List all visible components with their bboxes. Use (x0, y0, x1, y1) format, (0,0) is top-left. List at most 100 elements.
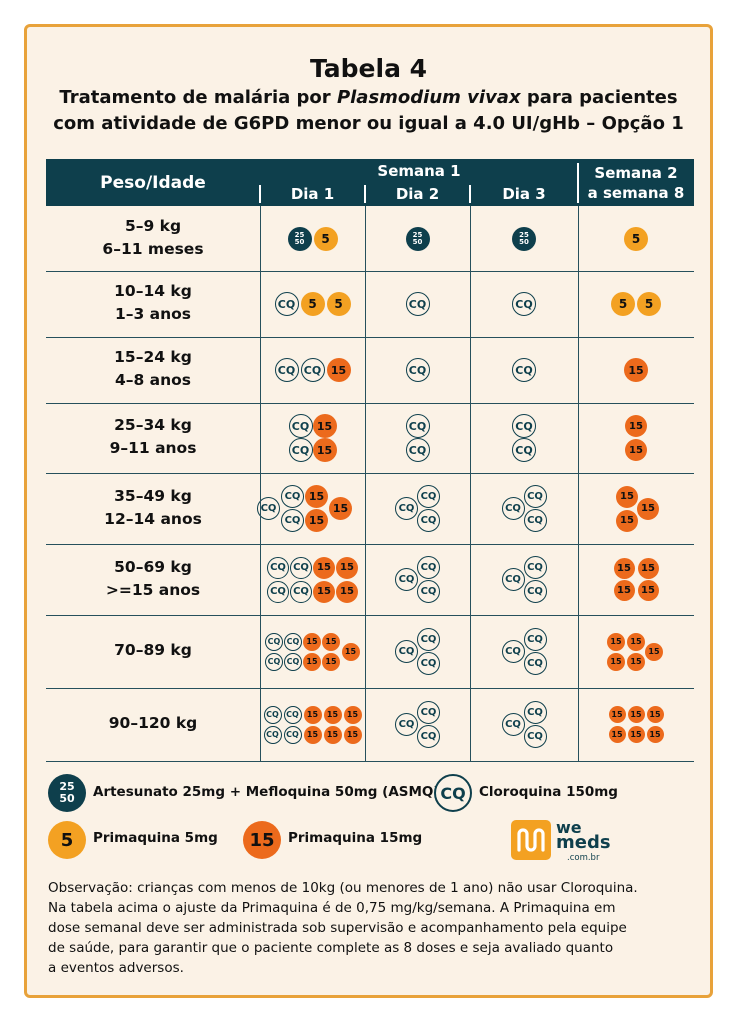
legend-chloroquine-label: Cloroquina 150mg (479, 784, 618, 800)
chloroquine-pill: CQ (267, 580, 289, 603)
primaquine-15-pill: 15 (303, 652, 321, 671)
primaquine-15-pill: 15 (637, 580, 659, 601)
chloroquine-pill: CQ (288, 414, 313, 438)
chloroquine-pill: CQ (512, 414, 536, 438)
primaquine-15-pill: 15 (627, 706, 645, 723)
column-divider (470, 206, 471, 761)
primaquine-5-pill: 5 (300, 292, 325, 316)
legend-primaquine-15-icon: 15 (243, 821, 281, 859)
chloroquine-pill: CQ (523, 580, 547, 603)
weight-range: 70–89 kg (114, 641, 192, 659)
chloroquine-pill: CQ (288, 438, 313, 462)
asmq-pill: 25 50 (512, 227, 536, 251)
row-divider (46, 271, 694, 272)
chloroquine-pill: CQ (284, 632, 302, 651)
dosage-table: Peso/Idade Semana 1 Dia 1 Dia 2 Dia 3 Se… (46, 159, 694, 762)
age-range: 4–8 anos (114, 371, 192, 389)
primaquine-15-pill: 15 (312, 414, 337, 438)
table-card: Tabela 4 Tratamento de malária por Plasm… (24, 24, 713, 998)
species-name: Plasmodium vivax (336, 87, 521, 108)
weight-age-label: 10–14 kg 1–3 anos (46, 280, 260, 326)
asmq-dose-top: 25 (294, 230, 305, 239)
chloroquine-pill: CQ (523, 509, 547, 532)
asmq-pill: 25 50 (287, 227, 312, 251)
logo-mark-icon (511, 820, 551, 860)
primaquine-15-pill: 15 (607, 652, 625, 671)
asmq-dose-bottom: 50 (412, 238, 423, 246)
subtitle-line-2: com atividade de G6PD menor ou igual a 4… (53, 113, 684, 134)
header-weight-age: Peso/Idade (100, 173, 206, 193)
chloroquine-pill: CQ (405, 438, 430, 462)
column-divider (578, 206, 579, 761)
age-range: 9–11 anos (109, 439, 197, 457)
chloroquine-pill: CQ (405, 292, 430, 316)
weight-range: 90–120 kg (108, 714, 198, 732)
age-range: 12–14 anos (104, 509, 202, 528)
chloroquine-pill: CQ (283, 725, 302, 744)
legend-primaquine-5-label: Primaquina 5mg (93, 830, 218, 846)
chloroquine-pill: CQ (405, 414, 430, 438)
chloroquine-pill: CQ (283, 705, 302, 724)
primaquine-15-pill: 15 (323, 725, 342, 744)
chloroquine-pill: CQ (501, 713, 525, 736)
weight-range: 15–24 kg (114, 348, 192, 366)
chloroquine-pill: CQ (395, 568, 418, 591)
primaquine-15-pill: 15 (336, 580, 358, 603)
legend-asmq-icon: 25 50 (48, 774, 86, 812)
primaquine-15-pill: 15 (343, 725, 362, 744)
row-divider (46, 688, 694, 689)
wemeds-logo: we meds .com.br (511, 818, 621, 868)
primaquine-5-pill: 5 (624, 227, 648, 251)
primaquine-15-pill: 15 (646, 726, 664, 743)
weight-age-label: 35–49 kg 12–14 anos (46, 485, 260, 531)
chloroquine-pill: CQ (512, 438, 536, 462)
column-divider (365, 206, 366, 761)
age-range: 6–11 meses (102, 240, 204, 258)
header-week-2-8: Semana 2 a semana 8 (587, 164, 685, 202)
primaquine-15-pill: 15 (608, 706, 626, 723)
chloroquine-pill: CQ (501, 568, 525, 591)
chloroquine-pill: CQ (265, 652, 283, 671)
primaquine-15-pill: 15 (613, 580, 635, 601)
weight-range: 35–49 kg (114, 486, 192, 505)
primaquine-15-pill: 15 (322, 632, 340, 651)
chloroquine-pill: CQ (417, 652, 440, 675)
chloroquine-pill: CQ (405, 358, 430, 382)
page-title: Tabela 4 (309, 54, 428, 83)
primaquine-15-pill: 15 (627, 632, 645, 651)
chloroquine-pill: CQ (263, 705, 282, 724)
primaquine-15-pill: 15 (625, 415, 647, 437)
primaquine-15-pill: 15 (313, 580, 335, 603)
primaquine-15-pill: 15 (608, 726, 626, 743)
weight-range: 50–69 kg (114, 557, 192, 576)
primaquine-15-pill: 15 (323, 705, 342, 724)
weight-range: 5–9 kg (124, 217, 182, 235)
asmq-dose-top: 25 (412, 230, 423, 239)
primaquine-15-pill: 15 (303, 725, 322, 744)
chloroquine-pill: CQ (417, 556, 440, 579)
chloroquine-pill: CQ (417, 628, 440, 651)
chloroquine-pill: CQ (417, 725, 440, 748)
chloroquine-pill: CQ (267, 556, 289, 579)
asmq-dose-top: 25 (519, 230, 529, 239)
chloroquine-pill: CQ (523, 485, 547, 508)
header-divider (577, 163, 579, 203)
legend-chloroquine-icon: CQ (434, 774, 472, 812)
primaquine-15-pill: 15 (322, 652, 340, 671)
weight-age-label: 90–120 kg (46, 712, 260, 735)
header-day-3: Dia 3 (502, 185, 546, 203)
primaquine-15-pill: 15 (627, 652, 645, 671)
age-range: >=15 anos (105, 580, 201, 599)
legend-primaquine-15-label: Primaquina 15mg (288, 830, 423, 846)
primaquine-15-pill: 15 (343, 705, 362, 724)
note-paragraph: Observação: crianças com menos de 10kg (… (48, 880, 638, 976)
row-divider (46, 615, 694, 616)
chloroquine-pill: CQ (417, 701, 440, 724)
primaquine-15-pill: 15 (646, 706, 664, 723)
chloroquine-pill: CQ (523, 701, 547, 724)
header-divider (469, 185, 471, 203)
row-divider (46, 544, 694, 545)
header-day-2: Dia 2 (395, 185, 440, 203)
primaquine-15-pill: 15 (613, 558, 635, 579)
asmq-pill: 25 50 (405, 227, 430, 251)
